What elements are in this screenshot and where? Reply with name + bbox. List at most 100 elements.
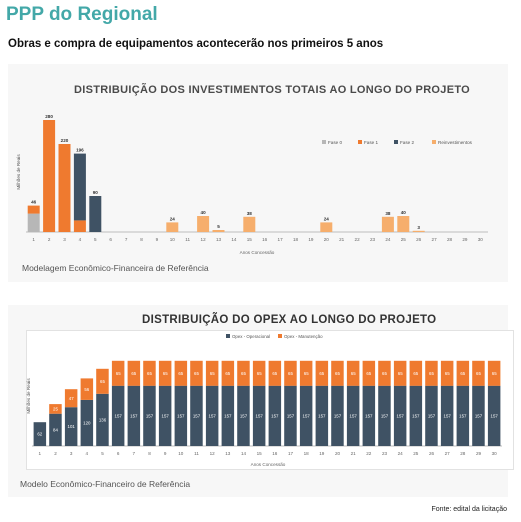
investment-x-tick: 14 xyxy=(231,237,237,242)
opex-legend-swatch-0 xyxy=(226,334,230,338)
opex-bar-value-label: 65 xyxy=(288,371,293,376)
opex-x-tick: 22 xyxy=(366,451,372,456)
opex-bar-value-label: 157 xyxy=(146,414,154,419)
investment-chart-title: DISTRIBUIÇÃO DOS INVESTIMENTOS TOTAIS AO… xyxy=(74,84,471,96)
opex-bar-value-label: 65 xyxy=(163,371,168,376)
investment-data-label: 40 xyxy=(201,210,207,215)
opex-bar-value-label: 157 xyxy=(287,414,295,419)
opex-bar-operacional-15 xyxy=(252,385,266,446)
investment-x-tick: 9 xyxy=(156,237,159,242)
investment-x-tick: 21 xyxy=(339,237,345,242)
opex-bar-operacional-2 xyxy=(49,413,62,446)
opex-bar-value-label: 120 xyxy=(83,421,91,426)
investment-data-label: 38 xyxy=(247,211,253,216)
opex-x-tick: 4 xyxy=(86,451,89,456)
investment-bar-fase-1-4 xyxy=(73,220,86,232)
investment-x-tick: 23 xyxy=(370,237,376,242)
investment-x-tick: 7 xyxy=(125,237,128,242)
investment-x-tick: 3 xyxy=(63,237,66,242)
opex-x-tick: 6 xyxy=(117,451,120,456)
opex-bar-value-label: 157 xyxy=(350,414,358,419)
investment-bar-reinvestimentos-10 xyxy=(166,222,179,232)
investment-panel xyxy=(8,64,508,282)
opex-bar-value-label: 65 xyxy=(413,371,418,376)
opex-x-tick: 21 xyxy=(351,451,357,456)
opex-chart-title: DISTRIBUIÇÃO DO OPEX AO LONGO DO PROJETO xyxy=(142,314,437,326)
investment-x-tick: 13 xyxy=(216,237,222,242)
opex-legend-label: Opex - Operacional xyxy=(232,334,270,339)
opex-bar-value-label: 157 xyxy=(256,414,264,419)
headline: PPP do Regional xyxy=(6,4,158,25)
opex-bar-manutencao-24 xyxy=(393,360,407,386)
opex-bar-value-label: 65 xyxy=(225,371,230,376)
opex-bar-value-label: 65 xyxy=(492,371,497,376)
opex-bar-value-label: 157 xyxy=(224,414,232,419)
investment-bar-reinvestimentos-13 xyxy=(212,230,225,232)
opex-bar-manutencao-5 xyxy=(96,368,109,394)
investment-bar-fase-0-1 xyxy=(27,213,40,232)
investment-data-label: 196 xyxy=(76,148,84,153)
opex-bar-manutencao-15 xyxy=(252,360,266,386)
opex-x-tick: 27 xyxy=(445,451,451,456)
opex-bar-value-label: 65 xyxy=(241,371,246,376)
opex-bar-value-label: 157 xyxy=(491,414,499,419)
investment-bar-fase-1-2 xyxy=(43,120,56,232)
investment-data-label: 24 xyxy=(170,216,176,221)
opex-bar-value-label: 157 xyxy=(428,414,436,419)
opex-bar-operacional-5 xyxy=(96,393,109,446)
investment-x-tick: 15 xyxy=(247,237,253,242)
opex-bar-manutencao-16 xyxy=(268,360,282,386)
investment-x-tick: 30 xyxy=(478,237,484,242)
opex-bar-operacional-26 xyxy=(425,385,438,446)
opex-bar-value-label: 47 xyxy=(69,396,74,401)
opex-bar-operacional-18 xyxy=(299,385,313,446)
opex-bar-value-label: 65 xyxy=(116,371,121,376)
opex-bar-operacional-30 xyxy=(487,385,501,446)
opex-bar-value-label: 65 xyxy=(131,371,136,376)
investment-x-tick: 17 xyxy=(278,237,284,242)
opex-bar-value-label: 65 xyxy=(398,371,403,376)
investment-bar-reinvestimentos-25 xyxy=(397,216,410,232)
investment-x-tick: 27 xyxy=(432,237,438,242)
opex-bar-operacional-11 xyxy=(190,385,203,446)
opex-bar-value-label: 65 xyxy=(476,371,481,376)
opex-bar-manutencao-27 xyxy=(440,360,454,386)
investment-caption: Modelagem Econômico-Financeira de Referê… xyxy=(22,263,209,273)
opex-bar-value-label: 157 xyxy=(318,414,326,419)
opex-bar-value-label: 65 xyxy=(100,379,105,384)
opex-x-tick: 11 xyxy=(194,451,199,456)
opex-bar-operacional-14 xyxy=(237,385,250,446)
investment-legend-swatch-0 xyxy=(322,140,326,144)
investment-data-label: 90 xyxy=(93,190,99,195)
investment-bar-reinvestimentos-20 xyxy=(320,222,333,232)
opex-bar-value-label: 157 xyxy=(177,414,185,419)
opex-bar-manutencao-7 xyxy=(127,360,141,386)
opex-bar-operacional-27 xyxy=(440,385,454,446)
opex-x-tick: 17 xyxy=(288,451,294,456)
opex-bar-value-label: 157 xyxy=(162,414,170,419)
investment-data-label: 3 xyxy=(417,225,420,230)
investment-x-tick: 29 xyxy=(462,237,468,242)
opex-bar-operacional-1 xyxy=(33,422,47,446)
opex-bar-operacional-16 xyxy=(268,385,282,446)
source-credit: Fonte: edital da licitação xyxy=(431,506,508,513)
investment-data-label: 280 xyxy=(45,114,53,119)
investment-x-tick: 19 xyxy=(308,237,314,242)
opex-bar-value-label: 157 xyxy=(459,414,467,419)
investment-x-tick: 4 xyxy=(79,237,82,242)
investment-data-label: 220 xyxy=(61,138,69,143)
investment-legend-label: Fase 2 xyxy=(400,140,414,145)
investment-x-tick: 24 xyxy=(385,237,391,242)
opex-legend-swatch-1 xyxy=(278,334,282,338)
opex-bar-value-label: 65 xyxy=(178,371,183,376)
opex-bar-operacional-17 xyxy=(284,385,297,446)
opex-bar-value-label: 157 xyxy=(365,414,373,419)
opex-bar-value-label: 84 xyxy=(53,428,58,433)
opex-x-tick: 10 xyxy=(178,451,184,456)
opex-bar-value-label: 56 xyxy=(84,387,89,392)
opex-bar-operacional-21 xyxy=(346,385,360,446)
opex-bar-value-label: 65 xyxy=(319,371,324,376)
investment-bar-reinvestimentos-12 xyxy=(197,216,210,232)
opex-bar-operacional-12 xyxy=(205,385,219,446)
